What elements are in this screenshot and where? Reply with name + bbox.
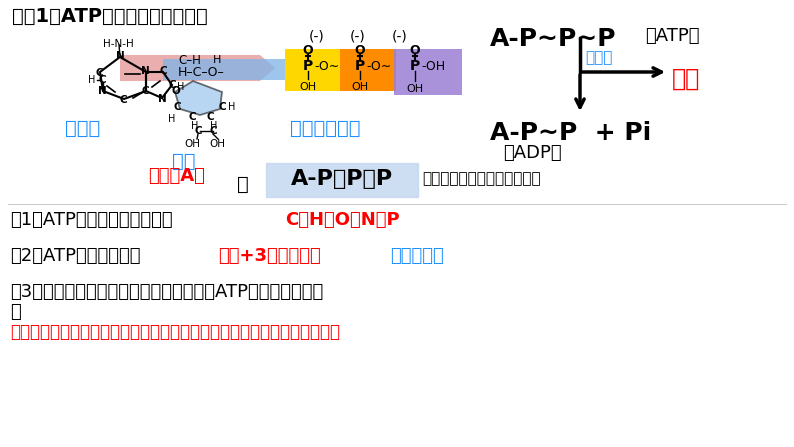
- Text: N: N: [98, 86, 106, 96]
- Text: OH: OH: [184, 139, 200, 149]
- Text: O: O: [172, 86, 180, 96]
- Polygon shape: [175, 81, 222, 115]
- Polygon shape: [163, 59, 285, 80]
- Text: C: C: [119, 95, 127, 105]
- Text: -O∼: -O∼: [314, 59, 339, 72]
- Text: C: C: [98, 75, 106, 85]
- Text: P: P: [355, 59, 365, 73]
- FancyBboxPatch shape: [285, 49, 341, 91]
- Text: -OH: -OH: [421, 59, 445, 72]
- Text: 腺苷三磷酸: 腺苷三磷酸: [390, 247, 444, 265]
- Text: H: H: [191, 121, 198, 131]
- Text: 腺苷（A）: 腺苷（A）: [148, 167, 205, 185]
- Text: O: O: [355, 45, 365, 58]
- Text: N: N: [158, 94, 167, 104]
- Text: H: H: [213, 55, 222, 65]
- Text: C: C: [168, 80, 175, 90]
- Text: C: C: [206, 112, 214, 122]
- Text: N: N: [141, 66, 149, 76]
- Text: （ATP）: （ATP）: [645, 27, 700, 45]
- Text: H: H: [88, 75, 96, 85]
- Text: 核糖: 核糖: [172, 152, 195, 171]
- Text: OH: OH: [209, 139, 225, 149]
- Text: (-): (-): [392, 30, 408, 44]
- Text: （3）磷酸基团带负电，从电荷角度出发，ATP分子有什么特点: （3）磷酸基团带负电，从电荷角度出发，ATP分子有什么特点: [10, 283, 323, 301]
- Text: C: C: [173, 102, 181, 112]
- Text: （～代表一种特殊的化学键）: （～代表一种特殊的化学键）: [422, 172, 541, 186]
- Text: OH: OH: [352, 82, 368, 92]
- Text: （ADP）: （ADP）: [503, 144, 561, 162]
- Text: A-P～P～P: A-P～P～P: [291, 169, 393, 189]
- FancyBboxPatch shape: [340, 49, 396, 91]
- Text: A-P∼P∼P: A-P∼P∼P: [490, 27, 616, 51]
- Text: H: H: [168, 114, 175, 124]
- FancyBboxPatch shape: [266, 163, 418, 197]
- Text: 问题1：ATP具有什么样的结构？: 问题1：ATP具有什么样的结构？: [12, 7, 208, 26]
- Text: N: N: [116, 51, 125, 61]
- Text: 腺苷+3个磷酸基团: 腺苷+3个磷酸基团: [218, 247, 321, 265]
- Text: C: C: [218, 102, 225, 112]
- Text: C: C: [188, 112, 196, 122]
- Text: C、H、O、N、P: C、H、O、N、P: [285, 211, 399, 229]
- Polygon shape: [120, 55, 275, 81]
- Text: C: C: [209, 126, 217, 136]
- Text: OH: OH: [407, 84, 423, 94]
- Text: 能量: 能量: [672, 67, 700, 91]
- Text: C: C: [141, 86, 148, 96]
- Text: ～这种化学键不稳定，具有较高的转移势能。末端磷酸基团易水解和形成。: ～这种化学键不稳定，具有较高的转移势能。末端磷酸基团易水解和形成。: [10, 323, 340, 341]
- Text: H: H: [210, 121, 218, 131]
- Text: O: O: [303, 45, 314, 58]
- Text: H-N-H: H-N-H: [102, 39, 133, 49]
- Text: （1）ATP的组成元素有哪些？: （1）ATP的组成元素有哪些？: [10, 211, 172, 229]
- Text: 腺嘌呤: 腺嘌呤: [65, 119, 100, 138]
- Text: （2）ATP由什么构成？: （2）ATP由什么构成？: [10, 247, 141, 265]
- Text: C: C: [95, 68, 102, 78]
- Text: -O∼: -O∼: [366, 59, 391, 72]
- Text: P: P: [410, 59, 420, 73]
- Text: C–H: C–H: [178, 54, 201, 67]
- Text: OH: OH: [299, 82, 317, 92]
- Text: C: C: [159, 66, 167, 76]
- Text: H: H: [177, 82, 185, 92]
- Text: 三个磷酸基团: 三个磷酸基团: [290, 119, 360, 138]
- Text: ⏜: ⏜: [237, 175, 249, 194]
- Text: H–C–O–: H–C–O–: [178, 67, 225, 80]
- Text: (-): (-): [309, 30, 325, 44]
- Text: (-): (-): [350, 30, 366, 44]
- Text: C: C: [195, 126, 202, 136]
- FancyBboxPatch shape: [394, 49, 462, 95]
- Text: P: P: [303, 59, 313, 73]
- Text: A-P∼P  + Pi: A-P∼P + Pi: [490, 121, 651, 145]
- Text: ？: ？: [10, 303, 21, 321]
- Text: O: O: [410, 45, 420, 58]
- Text: 水解酶: 水解酶: [585, 50, 612, 65]
- Text: H: H: [229, 102, 236, 112]
